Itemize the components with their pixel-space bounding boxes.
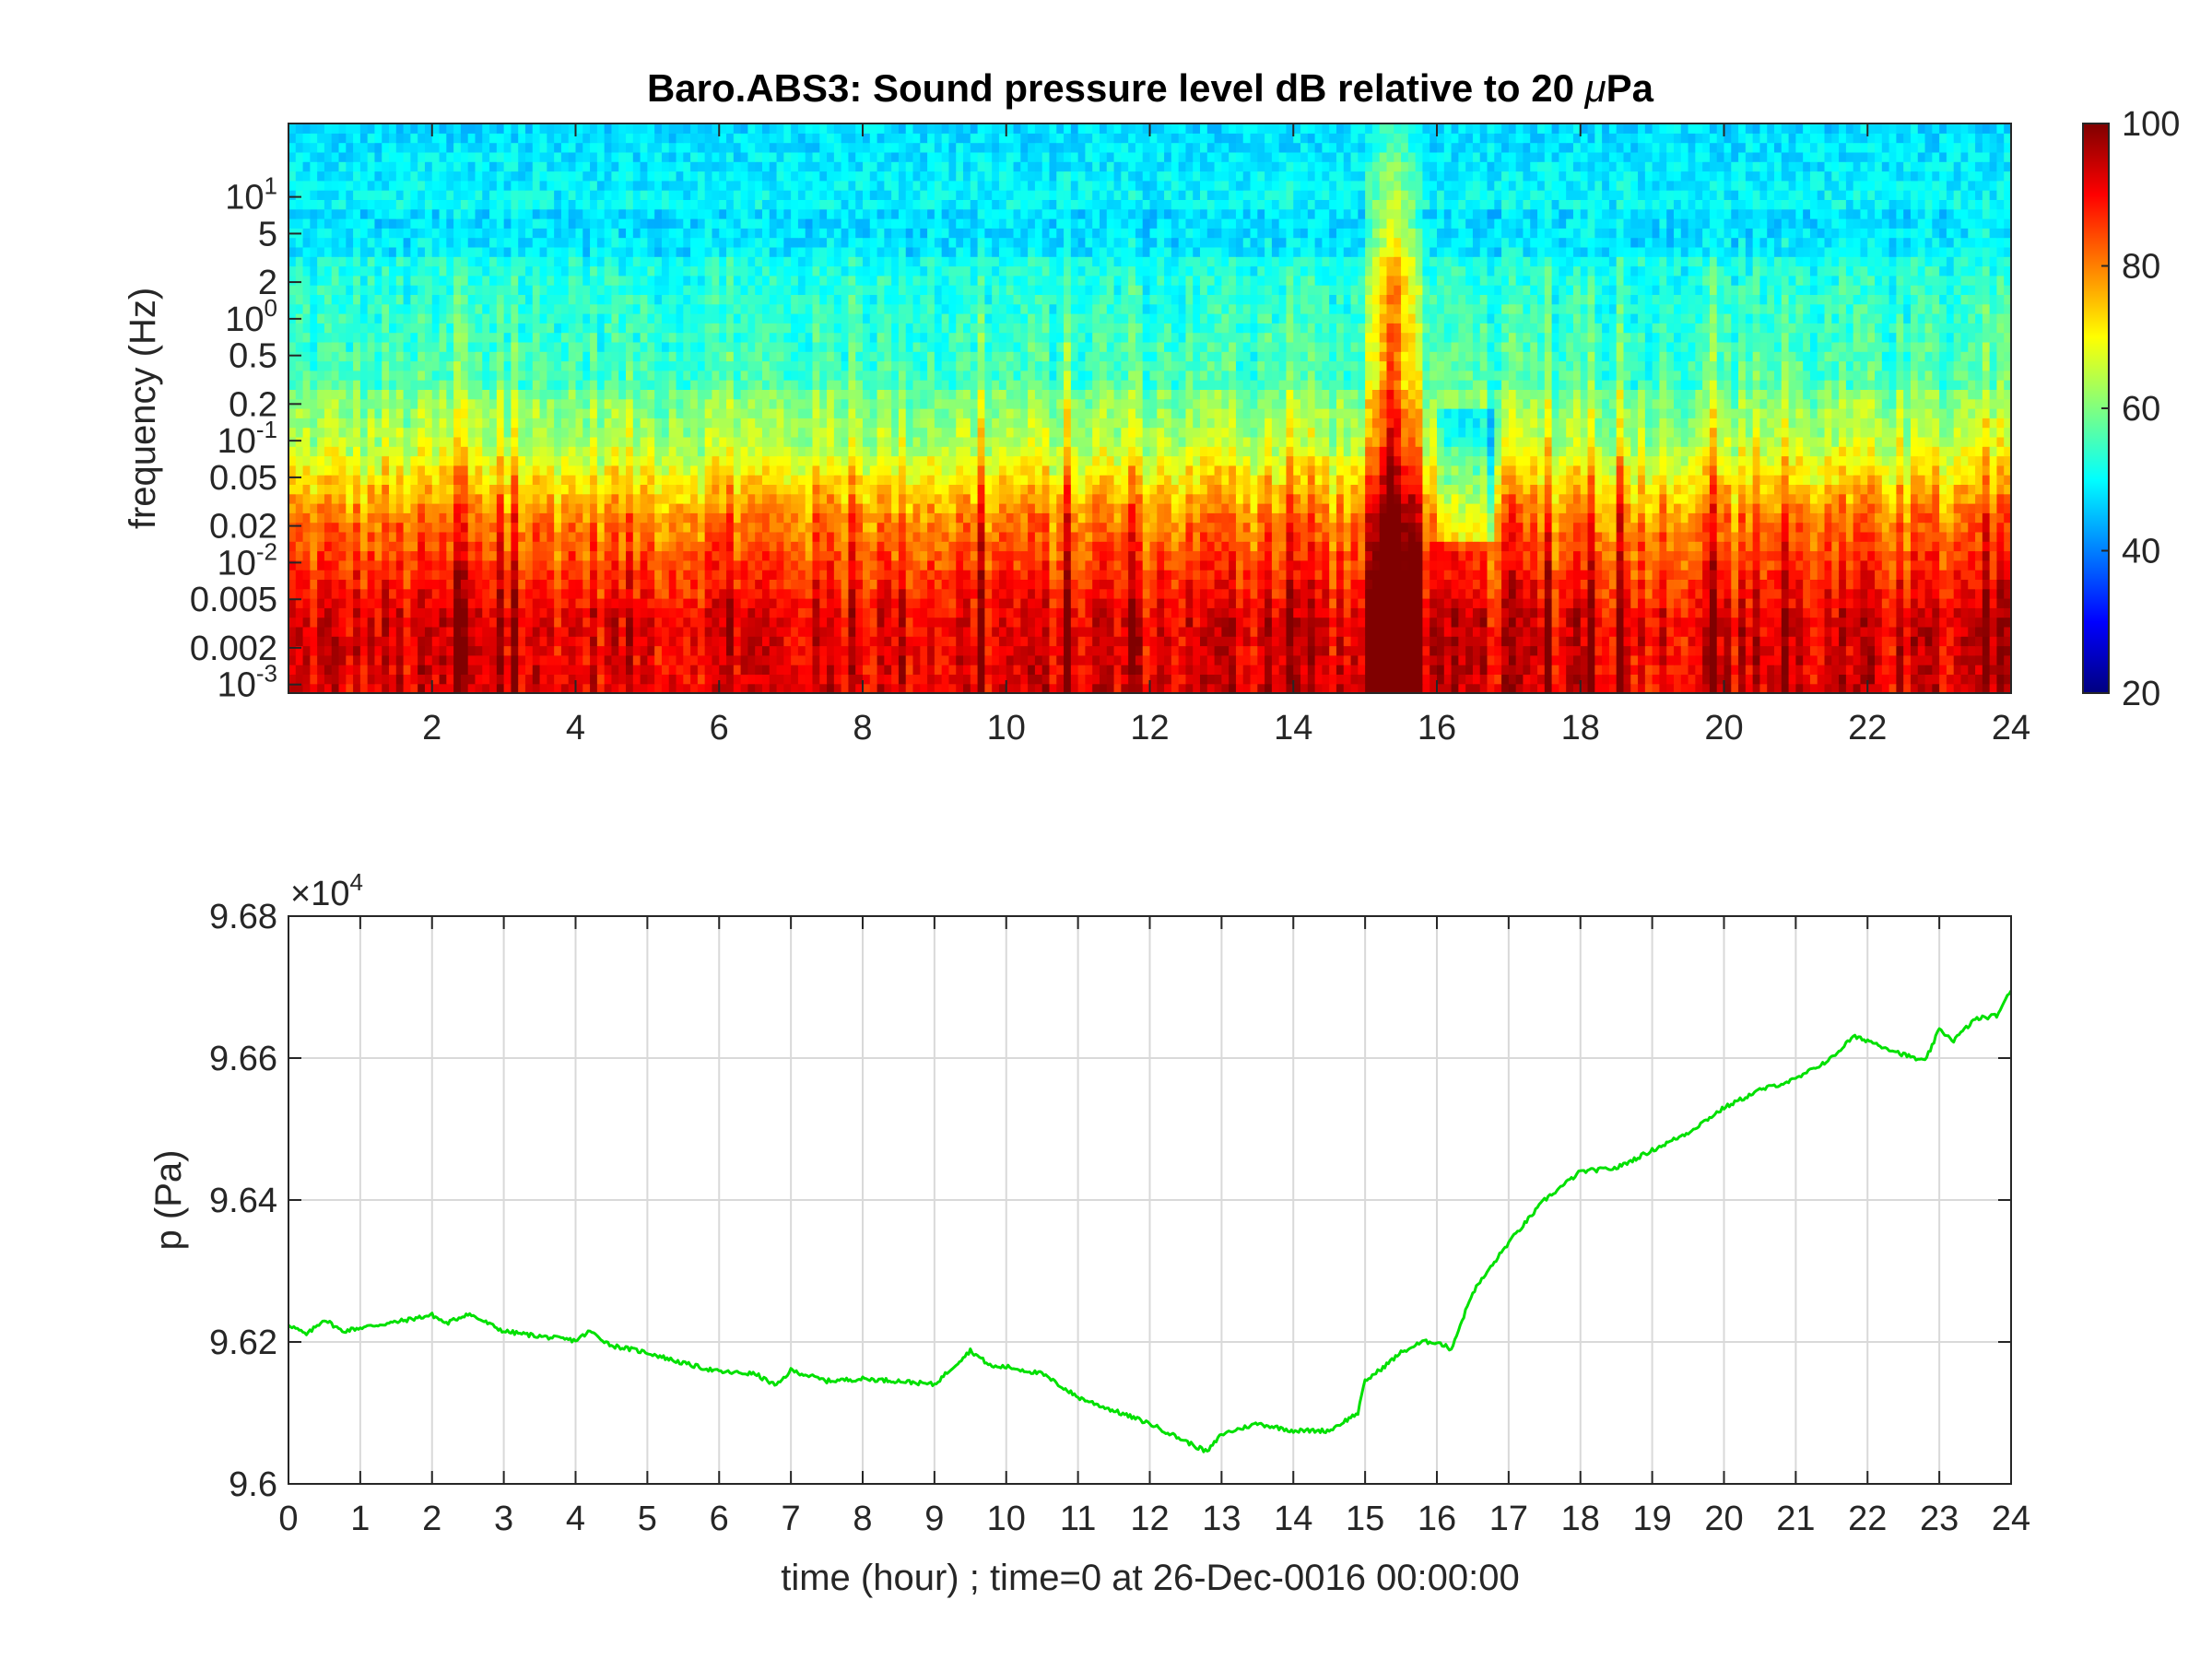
spectrogram-y-tick-label: 0.02: [209, 508, 277, 547]
spectrogram-y-tick-label: 101: [225, 172, 277, 218]
pressure-x-tick-label: 8: [853, 1500, 872, 1538]
pressure-y-ticks: 9.6 9.62 9.64 9.66 9.68: [209, 898, 2011, 1504]
spectrogram-x-tick-label: 22: [1848, 709, 1887, 747]
pressure-x-tick-label: 14: [1274, 1500, 1312, 1538]
spectrogram-y-tick-label: 0.5: [229, 337, 277, 376]
pressure-x-tick-label: 22: [1848, 1500, 1887, 1538]
pressure-x-tick-label: 2: [422, 1500, 441, 1538]
pressure-x-tick-label: 20: [1704, 1500, 1743, 1538]
pressure-x-tick-label: 16: [1418, 1500, 1456, 1538]
spectrogram-y-tick-label: 5: [258, 215, 277, 253]
pressure-x-tick-label: 4: [566, 1500, 585, 1538]
pressure-x-tick-label: 9: [924, 1500, 944, 1538]
colorbar-tick-label: 20: [2122, 675, 2160, 713]
spectrogram-cells: [288, 124, 2011, 693]
spectrogram-x-tick-label: 14: [1274, 709, 1312, 747]
spectrogram-y-tick-label: 100: [225, 294, 277, 339]
spectrogram-x-tick-label: 6: [710, 709, 729, 747]
pressure-x-tick-label: 15: [1346, 1500, 1384, 1538]
pressure-x-tick-label: 21: [1776, 1500, 1815, 1538]
pressure-x-tick-label: 12: [1130, 1500, 1169, 1538]
spectrogram-x-tick-label: 2: [422, 709, 441, 747]
spectrogram-x-tick-label: 4: [566, 709, 585, 747]
pressure-y-tick-label: 9.64: [209, 1182, 277, 1220]
pressure-x-tick-label: 1: [350, 1500, 370, 1538]
pressure-y-tick-label: 9.68: [209, 898, 277, 936]
pressure-x-ticks: 0 1 2 3 4 5 6 7 8 9 10 11 12 13 14 15 16 17 18 19 20 21 22 23 24: [278, 916, 2030, 1538]
pressure-x-tick-label: 7: [782, 1500, 801, 1538]
pressure-x-axis-label: time (hour) ; time=0 at 26-Dec-0016 00:0…: [781, 1558, 1520, 1598]
pressure-x-tick-label: 0: [278, 1500, 298, 1538]
spectrogram-y-tick-label: 0.002: [190, 629, 277, 668]
colorbar-tick-label: 100: [2122, 105, 2180, 144]
pressure-y-multiplier: ×104: [290, 868, 363, 913]
pressure-x-tick-label: 11: [1060, 1500, 1096, 1538]
spectrogram-y-tick-label: 2: [258, 264, 277, 302]
colorbar-tick-label: 80: [2122, 248, 2160, 287]
spectrogram-x-tick-label: 12: [1130, 709, 1169, 747]
pressure-x-tick-label: 17: [1489, 1500, 1528, 1538]
pressure-x-tick-label: 18: [1561, 1500, 1600, 1538]
spectrogram-y-tick-label: 10-2: [218, 537, 277, 582]
colorbar-tick-label: 40: [2122, 533, 2160, 571]
spectrogram-y-tick-label: 10-1: [218, 416, 277, 461]
spectrogram-x-tick-label: 10: [987, 709, 1026, 747]
spectrogram-x-tick-label: 18: [1561, 709, 1600, 747]
spectrogram-x-ticks: 2 4 6 8 10 12 14 16 18 20 22 24: [422, 124, 2030, 747]
spectrogram-x-tick-label: 16: [1418, 709, 1456, 747]
spectrogram-y-tick-label: 0.2: [229, 385, 277, 424]
spectrogram-y-axis-label: frequency (Hz): [123, 288, 163, 529]
pressure-x-tick-label: 13: [1202, 1500, 1241, 1538]
pressure-series-line: [288, 990, 2011, 1453]
pressure-x-tick-label: 3: [494, 1500, 513, 1538]
colorbar-ticks: 20 40 60 80 100: [2101, 105, 2180, 713]
spectrogram-x-tick-label: 20: [1704, 709, 1743, 747]
spectrogram-y-tick-label: 0.05: [209, 459, 277, 498]
pressure-y-axis-label: p (Pa): [148, 1150, 189, 1251]
pressure-x-tick-label: 23: [1920, 1500, 1959, 1538]
pressure-y-tick-label: 9.66: [209, 1040, 277, 1078]
spectrogram-y-tick-label: 10-3: [218, 660, 277, 705]
pressure-grid: [288, 915, 2012, 1485]
pressure-x-tick-label: 24: [1992, 1500, 2030, 1538]
spectrogram-x-tick-label: 24: [1992, 709, 2030, 747]
pressure-x-tick-label: 5: [638, 1500, 657, 1538]
pressure-y-tick-label: 9.62: [209, 1324, 277, 1362]
spectrogram-y-tick-label: 0.005: [190, 581, 277, 619]
pressure-x-tick-label: 10: [987, 1500, 1026, 1538]
pressure-y-tick-label: 9.6: [229, 1465, 277, 1504]
spectrogram-title: Baro.ABS3: Sound pressure level dB relat…: [647, 66, 1654, 110]
pressure-x-tick-label: 19: [1632, 1500, 1671, 1538]
spectrogram-x-tick-label: 8: [853, 709, 872, 747]
pressure-x-tick-label: 6: [710, 1500, 729, 1538]
colorbar-tick-label: 60: [2122, 390, 2160, 429]
